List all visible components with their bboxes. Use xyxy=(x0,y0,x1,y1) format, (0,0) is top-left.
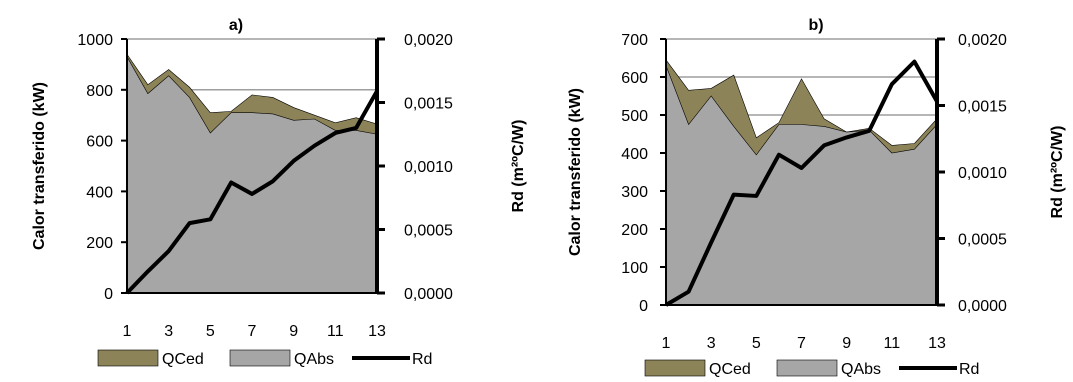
y-tick-label: 200 xyxy=(621,222,648,239)
legend-label-rd: Rd xyxy=(412,351,432,368)
chart-b: 0 100 200 300 400 500 600 700 0,0000 0,0005 0,0010… xyxy=(567,17,1066,378)
legend-label-qced: QCed xyxy=(709,361,751,378)
chart-a: 0 200 400 600 800 1000 0,0000 0,0005 0,0010 0,001… xyxy=(31,17,527,368)
legend-label-qabs: QAbs xyxy=(294,351,334,368)
y2-tick-label: 0,0010 xyxy=(958,165,1007,182)
x-tick-label: 7 xyxy=(248,323,257,340)
y-tick-label: 600 xyxy=(621,70,648,87)
y-tick-label: 500 xyxy=(621,108,648,125)
area-qabs xyxy=(126,55,378,294)
x-tick-label: 9 xyxy=(842,335,851,352)
line-rd xyxy=(664,59,939,307)
x-tick-label: 13 xyxy=(368,323,386,340)
y2-axis-title: Rd (m²ºC/W) xyxy=(1049,126,1066,219)
legend-label-rd: Rd xyxy=(959,361,979,378)
y2-tick-label: 0,0005 xyxy=(958,232,1007,249)
x-tick-label: 1 xyxy=(662,335,671,352)
legend: QCed QAbs Rd xyxy=(97,349,432,368)
legend-label-qced: QCed xyxy=(162,351,204,368)
x-tick-label: 3 xyxy=(164,323,173,340)
x-tick-label: 5 xyxy=(752,335,761,352)
y-tick-label: 400 xyxy=(86,184,113,201)
legend-swatch-qabs xyxy=(229,349,291,367)
y-tick-label: 0 xyxy=(104,286,113,303)
x-tick-label: 9 xyxy=(289,323,298,340)
line-rd xyxy=(125,90,379,295)
legend-swatch-qced xyxy=(97,349,159,367)
y-tick-label: 200 xyxy=(86,235,113,252)
chart-title: a) xyxy=(229,17,243,34)
y-tick-label: 0 xyxy=(639,298,648,315)
y-axis-title: Calor transferido (kW) xyxy=(31,82,48,250)
y2-tick-label: 0,0020 xyxy=(958,32,1007,49)
x-tick-label: 1 xyxy=(123,323,132,340)
legend-label-qabs: QAbs xyxy=(841,361,881,378)
y2-tick-label: 0,0000 xyxy=(404,286,453,303)
x-tick-label: 11 xyxy=(327,323,344,340)
y-tick-label: 800 xyxy=(86,83,113,100)
legend-swatch-qabs xyxy=(776,359,838,377)
x-tick-label: 5 xyxy=(206,323,215,340)
legend: QCed QAbs Rd xyxy=(644,359,979,378)
chart-title: b) xyxy=(808,17,823,34)
y-tick-label: 600 xyxy=(86,134,113,151)
x-tick-label: 7 xyxy=(797,335,806,352)
y-tick-label: 100 xyxy=(621,260,648,277)
y-tick-label: 400 xyxy=(621,146,648,163)
x-tick-label: 13 xyxy=(928,335,946,352)
y-axis-title: Calor transferido (kW) xyxy=(567,88,584,256)
y2-axis-title: Rd (m²ºC/W) xyxy=(510,120,527,213)
y2-tick-label: 0,0010 xyxy=(404,159,453,176)
y2-tick-label: 0,0020 xyxy=(404,32,453,49)
x-tick-label: 3 xyxy=(707,335,716,352)
y-tick-label: 700 xyxy=(621,32,648,49)
legend-swatch-qced xyxy=(644,359,706,377)
y-tick-label: 300 xyxy=(621,184,648,201)
y-tick-label: 1000 xyxy=(77,32,113,49)
y2-tick-label: 0,0015 xyxy=(958,99,1007,116)
x-tick-label: 11 xyxy=(884,335,901,352)
y2-tick-label: 0,0015 xyxy=(404,96,453,113)
y2-tick-label: 0,0000 xyxy=(958,298,1007,315)
area-qabs xyxy=(665,65,938,306)
y2-tick-label: 0,0005 xyxy=(404,223,453,240)
